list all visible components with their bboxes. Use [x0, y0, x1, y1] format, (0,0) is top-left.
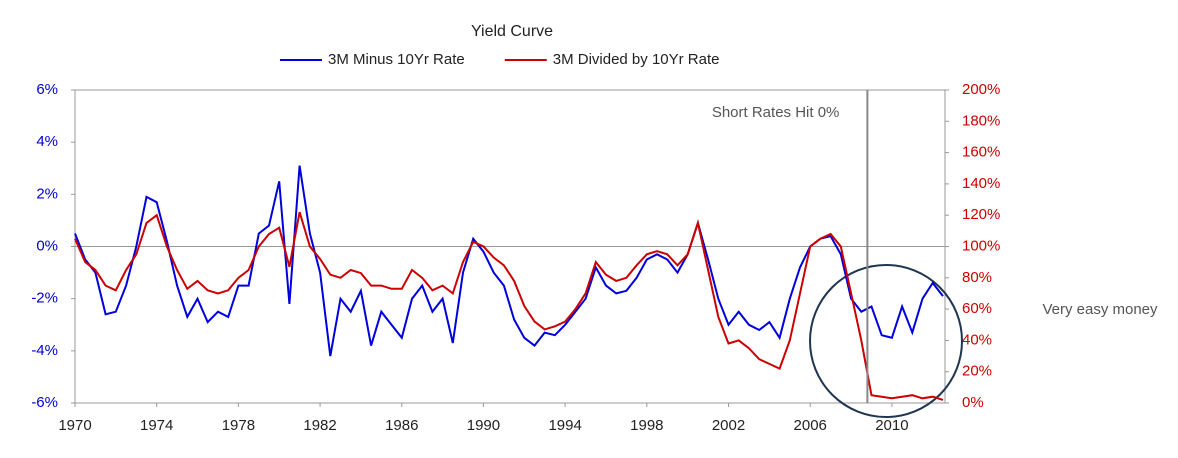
- y2-tick-label: 60%: [962, 300, 992, 317]
- x-tick-label: 2010: [875, 417, 908, 434]
- legend-label: 3M Minus 10Yr Rate: [328, 51, 465, 68]
- y2-tick-label: 160%: [962, 144, 1000, 161]
- x-tick-label: 1978: [222, 417, 255, 434]
- highlight-circle: [809, 264, 963, 418]
- y-tick-label: 0%: [36, 237, 58, 254]
- y-tick-label: -2%: [31, 290, 58, 307]
- x-tick-label: 1970: [58, 417, 91, 434]
- x-tick-label: 1982: [303, 417, 336, 434]
- annotation: Very easy money: [1042, 301, 1158, 318]
- y2-tick-label: 200%: [962, 81, 1000, 98]
- x-tick-label: 1990: [467, 417, 500, 434]
- legend-label: 3M Divided by 10Yr Rate: [553, 51, 720, 68]
- y2-tick-label: 100%: [962, 237, 1000, 254]
- y2-tick-label: 180%: [962, 112, 1000, 129]
- annotation: Short Rates Hit 0%: [712, 104, 840, 121]
- y2-tick-label: 20%: [962, 363, 992, 380]
- x-tick-label: 1986: [385, 417, 418, 434]
- series-line: [74, 211, 944, 401]
- y-tick-label: -6%: [31, 394, 58, 411]
- x-tick-label: 1998: [630, 417, 663, 434]
- y2-tick-label: 0%: [962, 394, 984, 411]
- y-tick-label: -4%: [31, 342, 58, 359]
- series-line: [74, 165, 944, 357]
- x-tick-label: 2006: [794, 417, 827, 434]
- y-tick-label: 6%: [36, 81, 58, 98]
- x-tick-label: 2002: [712, 417, 745, 434]
- y2-tick-label: 140%: [962, 175, 1000, 192]
- x-tick-label: 1994: [548, 417, 581, 434]
- y2-tick-label: 40%: [962, 331, 992, 348]
- y-tick-label: 4%: [36, 133, 58, 150]
- chart-title: Yield Curve: [471, 23, 553, 40]
- y-tick-label: 2%: [36, 185, 58, 202]
- x-tick-label: 1974: [140, 417, 173, 434]
- y2-tick-label: 120%: [962, 206, 1000, 223]
- y2-tick-label: 80%: [962, 269, 992, 286]
